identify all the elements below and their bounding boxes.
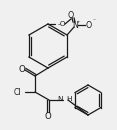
- Text: O: O: [68, 11, 74, 20]
- Text: O: O: [45, 112, 51, 121]
- Text: N: N: [72, 21, 78, 30]
- Text: +: +: [77, 20, 80, 24]
- Text: ⁻: ⁻: [93, 19, 96, 24]
- Text: O: O: [86, 21, 92, 30]
- Text: O: O: [19, 64, 25, 73]
- Text: -O: -O: [58, 21, 66, 27]
- Text: H: H: [66, 96, 71, 102]
- Text: Cl: Cl: [13, 87, 21, 96]
- Text: N: N: [57, 96, 63, 102]
